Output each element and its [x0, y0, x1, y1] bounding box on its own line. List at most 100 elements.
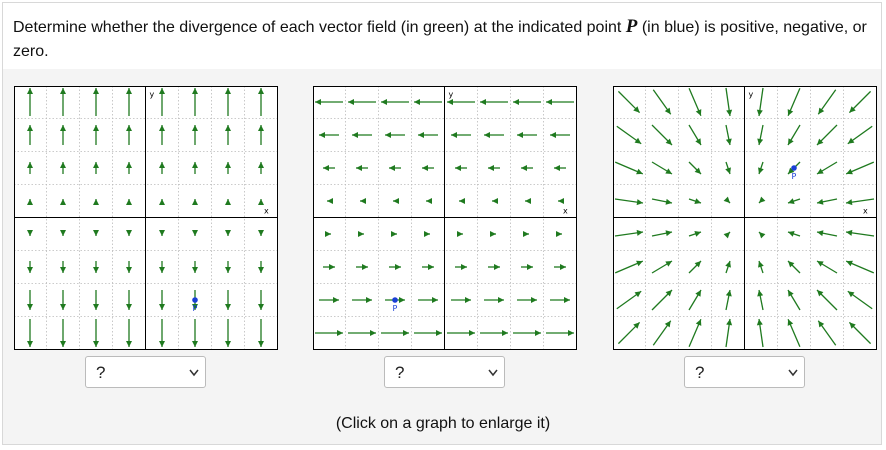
graph-border — [313, 86, 577, 350]
arrow-head — [756, 109, 763, 116]
point-label: P — [393, 304, 398, 313]
arrow-head — [634, 137, 642, 144]
arrow-head — [633, 106, 640, 113]
arrow-head — [451, 132, 457, 138]
chevron-shape — [788, 369, 798, 377]
arrow-head — [788, 261, 795, 268]
arrow-head — [422, 165, 428, 171]
arrow-head — [126, 304, 132, 310]
arrow-head — [560, 264, 566, 270]
arrow-head — [788, 290, 794, 297]
arrow-head — [126, 88, 132, 94]
arrow-head — [159, 162, 165, 168]
arrow-head — [428, 264, 434, 270]
arrow-head — [523, 231, 529, 237]
graph-canvas: y x P — [13, 85, 278, 350]
arrow-head — [356, 165, 362, 171]
arrow-head — [725, 167, 731, 174]
arrow-head — [60, 230, 66, 236]
question-text-end: (in blue) is positive, negative, or zero… — [13, 19, 867, 60]
arrow-head — [93, 88, 99, 94]
arrow-head — [817, 198, 824, 205]
vector-field-graph[interactable]: y x P — [13, 85, 278, 350]
arrow-head — [385, 132, 391, 138]
answer-dropdown[interactable]: ? — [85, 356, 206, 388]
arrow-head — [723, 232, 730, 239]
arrow-head — [159, 88, 165, 94]
arrow-head — [723, 196, 730, 203]
arrow-head — [556, 231, 562, 237]
arrow-head — [461, 264, 467, 270]
vector-field-graph[interactable]: y x P — [612, 85, 877, 350]
arrow-head — [788, 138, 794, 145]
arrow-head — [759, 196, 766, 203]
arrow-head — [27, 88, 33, 94]
question-text: Determine whether the divergence of each… — [3, 3, 881, 69]
arrow-head — [126, 341, 132, 347]
vector-field-graph[interactable]: y x P — [312, 85, 577, 350]
arrow-head — [126, 162, 132, 168]
arrow-head — [636, 199, 643, 206]
enlarge-hint: (Click on a graph to enlarge it) — [335, 415, 551, 432]
arrow-head — [725, 138, 732, 145]
arrow-head — [459, 198, 465, 204]
arrow-head — [225, 88, 231, 94]
arrow-head — [159, 230, 165, 236]
arrow-head — [360, 198, 366, 204]
arrow-head — [436, 330, 442, 336]
arrow-head — [418, 132, 424, 138]
arrow-head — [93, 304, 99, 310]
graph-canvas: y x P — [612, 85, 877, 350]
arrow-head — [817, 261, 824, 267]
arrow-head — [27, 341, 33, 347]
arrow-head — [366, 297, 372, 303]
arrow-head — [159, 341, 165, 347]
arrow-head — [93, 199, 99, 205]
point-p — [192, 297, 198, 303]
arrow-head — [403, 330, 409, 336]
dropdown-value: ? — [96, 363, 106, 382]
arrow-head — [787, 109, 794, 116]
arrow-head — [636, 260, 643, 267]
arrow-head — [258, 162, 264, 168]
arrow-head — [258, 267, 264, 273]
arrow-head — [325, 231, 331, 237]
arrow-head — [725, 290, 732, 297]
arrow-head — [426, 198, 432, 204]
arrow-head — [93, 162, 99, 168]
arrow-head — [27, 199, 33, 205]
arrow-head — [323, 165, 329, 171]
arrow-head — [333, 297, 339, 303]
arrow-head — [27, 125, 33, 131]
arrow-head — [759, 232, 766, 239]
arrow-head — [818, 320, 825, 328]
arrow-head — [424, 231, 430, 237]
graph-border — [613, 86, 877, 350]
arrow-head — [694, 261, 701, 268]
question-text-start: Determine whether the divergence of each… — [13, 19, 626, 36]
arrow-head — [787, 319, 794, 326]
y-axis-label: y — [449, 90, 454, 99]
arrow-head — [817, 138, 824, 145]
arrow-head — [391, 231, 397, 237]
arrow-head — [817, 168, 824, 174]
arrow-head — [192, 88, 198, 94]
arrow-head — [517, 132, 523, 138]
dropdown-chevron — [788, 369, 798, 377]
arrow-head — [480, 99, 486, 105]
arrow-head — [726, 109, 733, 116]
arrow-head — [817, 230, 824, 237]
arrow-head — [258, 199, 264, 205]
arrow-head — [60, 341, 66, 347]
arrow-head — [192, 199, 198, 205]
arrow-head — [694, 167, 701, 174]
x-axis-label: x — [264, 207, 269, 216]
arrow-head — [788, 198, 795, 204]
arrow-head — [726, 319, 733, 326]
arrow-head — [665, 290, 672, 297]
arrow-head — [494, 264, 500, 270]
arrow-head — [192, 304, 198, 310]
arrow-head — [664, 107, 671, 115]
answer-dropdown[interactable]: ? — [684, 356, 805, 388]
answer-dropdown[interactable]: ? — [384, 356, 505, 388]
